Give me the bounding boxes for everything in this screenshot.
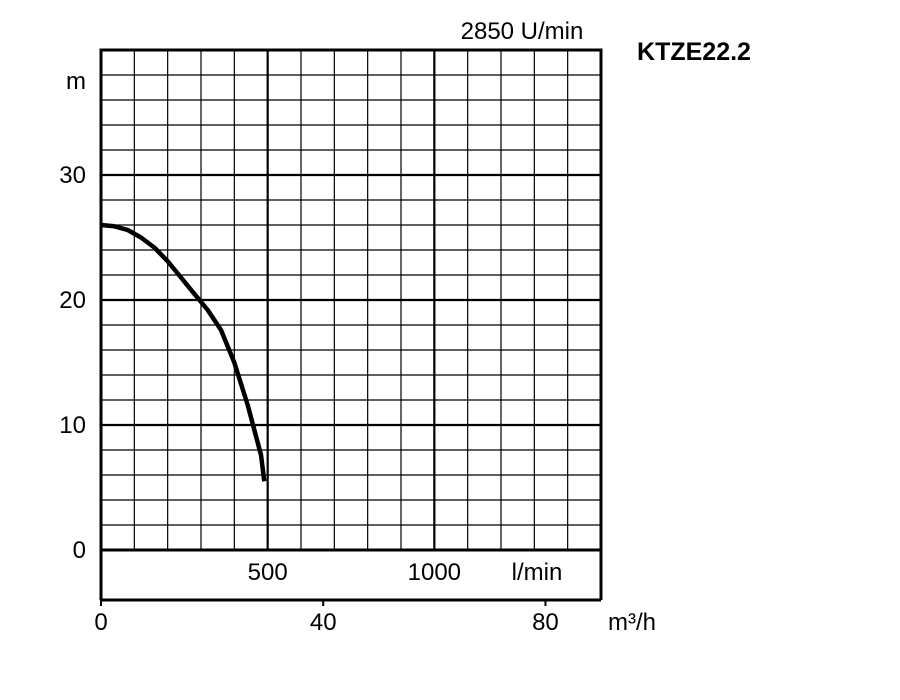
m3-per-h-tick-label: 40 [310, 609, 337, 636]
l-per-min-unit-label: l/min [512, 559, 563, 586]
m3-per-h-tick-label: 80 [532, 609, 559, 636]
curve-layer [100, 222, 267, 482]
plot-frame [99, 48, 603, 606]
major-grid [101, 50, 601, 550]
minor-grid [101, 50, 601, 550]
y-axis-unit-label: m [66, 68, 86, 95]
head-flow-curve [100, 222, 267, 482]
speed-label: 2850 U/min [461, 18, 584, 45]
y-tick-label: 0 [73, 537, 86, 564]
l-per-min-tick-label: 1000 [408, 559, 461, 586]
y-tick-label: 20 [59, 287, 86, 314]
y-tick-label: 30 [59, 162, 86, 189]
l-per-min-tick-labels: 500 1000 [248, 559, 461, 586]
plot-border [99, 48, 603, 552]
chart-title: KTZE22.2 [637, 38, 751, 66]
y-tick-labels: 0 10 20 30 [59, 162, 86, 564]
m3-per-h-tick-label: 0 [94, 609, 107, 636]
m3-per-h-tick-labels: 0 40 80 [94, 609, 558, 636]
m3-per-h-unit-label: m³/h [608, 609, 656, 636]
y-tick-label: 10 [59, 412, 86, 439]
l-per-min-tick-label: 500 [248, 559, 288, 586]
